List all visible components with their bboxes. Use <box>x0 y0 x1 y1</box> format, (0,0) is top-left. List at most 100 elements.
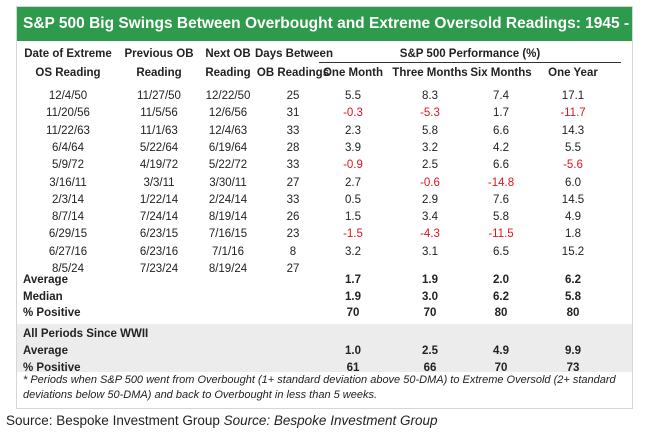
cell-days-between: 33 <box>286 124 300 137</box>
cell-one-month: 2.7 <box>345 176 361 189</box>
cell-prev-ob: 4/19/72 <box>139 159 179 172</box>
header-prev-ob-line2: Reading <box>136 67 182 79</box>
all-periods-one-year: 73 <box>566 361 580 374</box>
cell-os-date: 5/9/72 <box>52 159 84 172</box>
cell-prev-ob: 1/22/14 <box>139 193 179 206</box>
cell-three-months: 3.2 <box>422 141 438 154</box>
summary-one-year: 5.8 <box>565 290 581 303</box>
cell-os-date: 6/29/15 <box>48 228 88 241</box>
cell-one-year: 5.5 <box>565 141 581 154</box>
cell-one-month: 1.5 <box>345 211 361 224</box>
cell-six-months: 6.6 <box>493 159 509 172</box>
cell-next-ob: 12/6/56 <box>208 107 248 120</box>
footnote: * Periods when S&P 500 went from Overbou… <box>23 374 616 401</box>
source-text: Source: Bespoke Investment Group <box>6 413 224 428</box>
header-days-line1: Days Between <box>255 48 333 60</box>
cell-one-year: 14.5 <box>561 193 585 206</box>
summary-one-month: 1.9 <box>345 290 361 303</box>
cell-six-months: -14.8 <box>487 176 515 189</box>
cell-days-between: 23 <box>286 228 300 241</box>
source-text-italic: Source: Bespoke Investment Group <box>223 413 438 428</box>
cell-six-months: 7.4 <box>493 90 509 102</box>
cell-os-date: 2/3/14 <box>52 193 84 206</box>
header-os-date-line2: OS Reading <box>35 67 101 79</box>
all-periods-one-month: 1.0 <box>345 345 361 357</box>
cell-os-date: 3/16/11 <box>49 176 87 189</box>
summary-three-months: 70 <box>423 307 437 319</box>
cell-prev-ob: 3/3/11 <box>143 176 175 189</box>
header-three-months: Three Months <box>392 67 468 79</box>
cell-one-month: -1.5 <box>343 228 363 241</box>
cell-three-months: -4.3 <box>420 228 440 241</box>
cell-one-month: 5.5 <box>345 90 361 102</box>
cell-days-between: 25 <box>286 90 300 102</box>
cell-prev-ob: 11/5/56 <box>140 107 178 120</box>
cell-one-month: 3.9 <box>345 141 361 154</box>
cell-six-months: 4.2 <box>493 141 509 154</box>
header-next-ob-line2: Reading <box>205 67 251 79</box>
summary-three-months: 3.0 <box>422 290 438 303</box>
summary-six-months: 6.2 <box>493 290 509 303</box>
source-line: Source: Bespoke Investment Group Source:… <box>6 413 438 428</box>
perf-group-underline <box>319 62 621 63</box>
summary-one-month: 1.7 <box>345 274 361 286</box>
cell-one-year: -11.7 <box>560 107 586 120</box>
cell-one-year: -5.6 <box>563 159 583 172</box>
cell-one-year: 4.9 <box>565 211 581 224</box>
cell-prev-ob: 7/23/24 <box>139 263 179 275</box>
cell-one-year: 14.3 <box>561 124 585 137</box>
all-periods-band <box>17 324 632 372</box>
cell-six-months: 5.8 <box>493 211 509 224</box>
all-periods-one-month: 61 <box>346 361 360 374</box>
cell-one-year: 1.8 <box>565 228 581 241</box>
cell-one-month: 2.3 <box>345 124 361 137</box>
all-periods-three-months: 66 <box>423 361 437 374</box>
header-one-year: One Year <box>548 67 598 79</box>
header-next-ob: Next OB Reading <box>197 47 259 80</box>
cell-next-ob: 7/16/15 <box>208 228 248 241</box>
header-os-date-line1: Date of Extreme <box>24 48 112 60</box>
cell-prev-ob: 5/22/64 <box>139 141 179 154</box>
cell-days-between: 27 <box>286 263 300 275</box>
cell-os-date: 6/4/64 <box>52 141 84 154</box>
summary-three-months: 1.9 <box>422 274 438 286</box>
header-perf-group: S&P 500 Performance (%) <box>399 48 541 60</box>
cell-prev-ob: 6/23/16 <box>139 245 179 258</box>
cell-three-months: 3.1 <box>422 245 438 258</box>
summary-one-year: 6.2 <box>565 274 581 286</box>
cell-three-months: 2.5 <box>422 159 438 172</box>
summary-one-year: 80 <box>566 307 580 319</box>
cell-three-months: 5.8 <box>422 124 438 137</box>
cell-six-months: 6.5 <box>493 245 509 258</box>
cell-prev-ob: 6/23/15 <box>139 228 179 241</box>
cell-next-ob: 2/24/14 <box>208 193 248 206</box>
header-prev-ob-line1: Previous OB <box>124 48 194 60</box>
cell-one-month: 3.2 <box>345 245 361 258</box>
header-one-month: One Month <box>322 67 384 79</box>
cell-next-ob: 6/19/64 <box>208 141 248 154</box>
cell-one-year: 17.1 <box>561 90 585 102</box>
table-card: S&P 500 Big Swings Between Overbought an… <box>16 6 633 409</box>
cell-days-between: 33 <box>286 159 300 172</box>
summary-one-month: 70 <box>346 307 360 319</box>
all-periods-three-months: 2.5 <box>422 345 438 357</box>
cell-os-date: 12/4/50 <box>48 90 88 102</box>
header-six-months: Six Months <box>470 67 532 79</box>
summary-six-months: 80 <box>494 307 508 319</box>
cell-next-ob: 8/19/14 <box>208 211 248 224</box>
cell-next-ob: 8/19/24 <box>208 263 248 275</box>
cell-six-months: 1.7 <box>493 107 509 120</box>
cell-next-ob: 3/30/11 <box>209 176 247 189</box>
cell-three-months: -5.3 <box>420 107 440 120</box>
cell-one-year: 6.0 <box>565 176 581 189</box>
cell-os-date: 11/22/63 <box>46 124 90 137</box>
cell-one-month: -0.9 <box>343 159 363 172</box>
header-days-between: Days Between OB Readings <box>255 47 333 80</box>
cell-days-between: 31 <box>286 107 300 120</box>
header-os-date: Date of Extreme OS Reading <box>17 47 119 80</box>
header-next-ob-line1: Next OB <box>205 48 251 60</box>
cell-next-ob: 12/4/63 <box>208 124 248 137</box>
cell-one-month: 0.5 <box>345 193 361 206</box>
all-periods-six-months: 70 <box>494 361 508 374</box>
all-periods-heading: All Periods Since WWII <box>23 328 149 340</box>
